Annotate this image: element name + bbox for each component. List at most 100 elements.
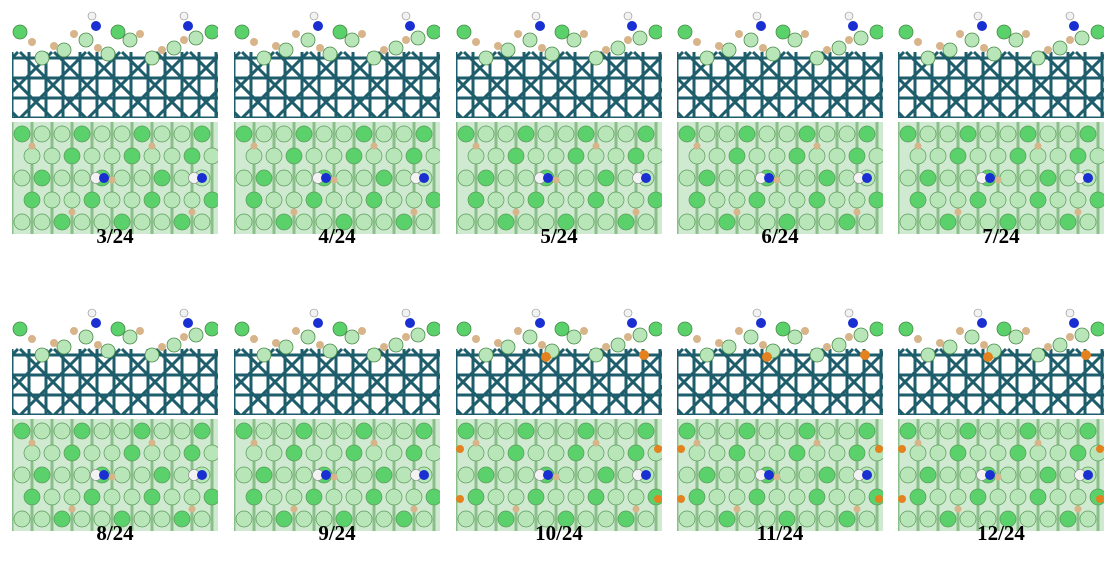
lattice-atom bbox=[537, 125, 555, 143]
lattice-atom bbox=[63, 147, 81, 165]
side-view-image bbox=[456, 308, 662, 415]
side-view-image bbox=[898, 11, 1104, 118]
hydrogen-atom bbox=[514, 327, 522, 335]
lattice-atom bbox=[718, 169, 736, 187]
lattice-atom bbox=[203, 488, 218, 506]
hydrogen-atom bbox=[514, 30, 522, 38]
top-view-image bbox=[234, 122, 440, 234]
lattice-atom bbox=[345, 147, 363, 165]
lattice-atom bbox=[1089, 191, 1104, 209]
lattice-atom bbox=[808, 191, 826, 209]
lattice-atom bbox=[425, 488, 440, 506]
lattice-atom bbox=[828, 191, 846, 209]
lattice-atom bbox=[788, 147, 806, 165]
surface-atom bbox=[12, 24, 28, 40]
lattice-atom bbox=[405, 488, 423, 506]
surface-atom bbox=[500, 42, 516, 58]
lattice-atom bbox=[738, 213, 756, 231]
lattice-atom bbox=[1019, 169, 1037, 187]
lattice-atom bbox=[798, 466, 816, 484]
lattice-atom bbox=[899, 510, 917, 528]
coverage-label: 6/24 bbox=[761, 224, 799, 248]
lattice-atom bbox=[1059, 510, 1077, 528]
hydrogen-atom bbox=[823, 46, 831, 54]
lattice-atom bbox=[173, 213, 191, 231]
orange-atom bbox=[875, 445, 883, 453]
white-atom bbox=[623, 308, 633, 318]
surface-atom bbox=[426, 321, 440, 337]
lattice-atom bbox=[647, 191, 662, 209]
lattice-atom bbox=[959, 422, 977, 440]
lattice-atom bbox=[818, 466, 836, 484]
white-atom bbox=[1065, 11, 1075, 21]
lattice-atom bbox=[193, 422, 211, 440]
hydrogen-atom bbox=[28, 38, 36, 46]
surface-atom bbox=[100, 46, 116, 62]
hydrogen-atom bbox=[624, 36, 632, 44]
lattice-atom bbox=[838, 125, 856, 143]
hydrogen-atom bbox=[494, 339, 502, 347]
lattice-atom bbox=[1049, 488, 1067, 506]
hydrogen-atom bbox=[914, 335, 922, 343]
lattice-atom bbox=[295, 466, 313, 484]
lattice-atom bbox=[728, 444, 746, 462]
lattice-atom bbox=[53, 466, 71, 484]
coverage-label: 7/24 bbox=[982, 224, 1020, 248]
lattice-atom bbox=[497, 422, 515, 440]
surface-atom bbox=[332, 24, 348, 40]
surface-atom bbox=[920, 50, 936, 66]
lattice-atom bbox=[959, 466, 977, 484]
lattice-atom bbox=[738, 466, 756, 484]
lattice-atom bbox=[43, 147, 61, 165]
lattice-atom bbox=[33, 422, 51, 440]
lattice-atom bbox=[365, 444, 383, 462]
surface-atom bbox=[110, 24, 126, 40]
hydrogen-atom bbox=[28, 439, 36, 447]
lattice-atom bbox=[979, 510, 997, 528]
top-view-image bbox=[677, 122, 883, 234]
lattice-atom bbox=[425, 444, 440, 462]
lattice-atom bbox=[375, 169, 393, 187]
surface-atom bbox=[188, 327, 204, 343]
lattice-atom bbox=[315, 422, 333, 440]
surface-atom bbox=[34, 347, 50, 363]
lattice-atom bbox=[607, 147, 625, 165]
lattice-atom bbox=[688, 147, 706, 165]
hydrogen-atom bbox=[370, 439, 378, 447]
lattice-atom bbox=[193, 125, 211, 143]
lattice-atom bbox=[848, 488, 866, 506]
hydrogen-atom bbox=[801, 30, 809, 38]
hydrogen-atom bbox=[188, 505, 196, 513]
lattice-atom bbox=[83, 147, 101, 165]
hydrogen-atom bbox=[290, 208, 298, 216]
hydrogen-atom bbox=[602, 343, 610, 351]
lattice-atom bbox=[527, 488, 545, 506]
lattice-atom bbox=[577, 422, 595, 440]
surface-atom bbox=[809, 50, 825, 66]
lattice-atom bbox=[547, 147, 565, 165]
substrate-lattice bbox=[12, 347, 218, 415]
nitrogen-atom bbox=[627, 318, 637, 328]
hydrogen-atom bbox=[250, 38, 258, 46]
lattice-atom bbox=[688, 191, 706, 209]
lattice-atom bbox=[547, 488, 565, 506]
nitrogen-atom bbox=[313, 21, 323, 31]
nitrogen-atom bbox=[1083, 470, 1093, 480]
lattice-atom bbox=[517, 510, 535, 528]
hydrogen-atom bbox=[136, 30, 144, 38]
hydrogen-atom bbox=[936, 339, 944, 347]
top-lattice bbox=[456, 122, 658, 234]
lattice-atom bbox=[477, 510, 495, 528]
lattice-atom bbox=[133, 466, 151, 484]
white-atom bbox=[531, 308, 541, 318]
lattice-atom bbox=[315, 213, 333, 231]
lattice-atom bbox=[517, 213, 535, 231]
lattice-atom bbox=[909, 191, 927, 209]
lattice-atom bbox=[969, 488, 987, 506]
hydrogen-atom bbox=[136, 327, 144, 335]
hydrogen-atom bbox=[180, 333, 188, 341]
hydrogen-atom bbox=[994, 176, 1002, 184]
side-view bbox=[234, 307, 440, 415]
top-view bbox=[898, 419, 1104, 531]
surface-atom bbox=[110, 321, 126, 337]
